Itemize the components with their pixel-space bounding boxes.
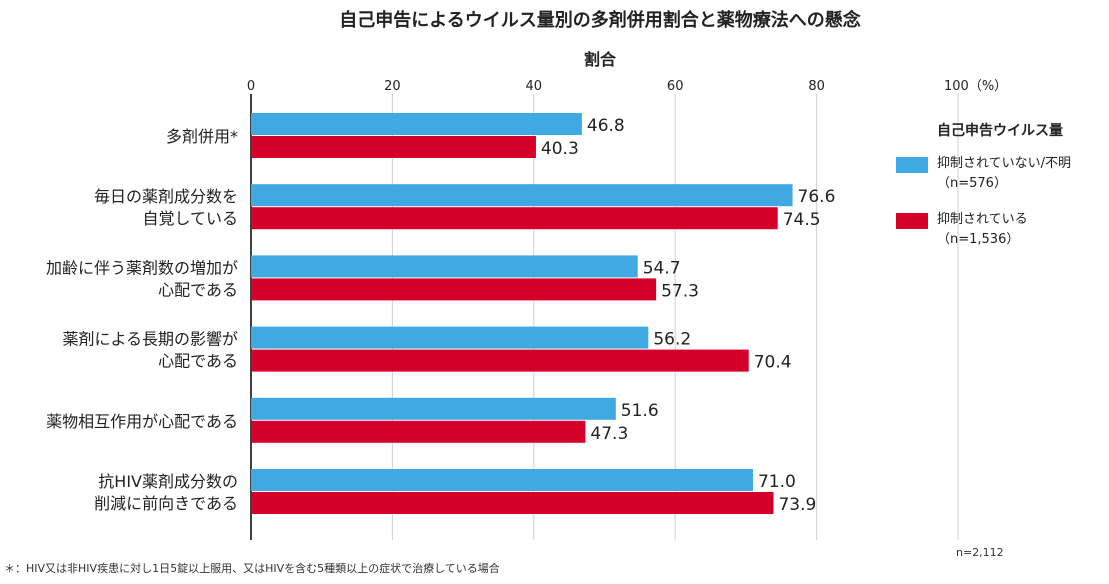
x-tick-label: 20 [384, 79, 401, 94]
category-label: 加齢に伴う薬剤数の増加が心配である [46, 258, 238, 299]
x-tick-label: 60 [667, 79, 684, 94]
x-tick-label: 0 [247, 79, 255, 94]
bar [251, 184, 793, 207]
bar [251, 255, 638, 278]
bar [251, 326, 649, 349]
legend: 自己申告ウイルス量 抑制されていない/不明 （n=576） 抑制されている （n… [896, 120, 1107, 266]
category-label: 毎日の薬剤成分数を自覚している [94, 187, 238, 228]
bar [251, 207, 778, 230]
category-label: 薬物相互作用が心配である [46, 412, 238, 431]
category-label: 多剤併用* [166, 127, 238, 146]
bar [251, 278, 657, 301]
data-label: 54.7 [643, 258, 681, 278]
legend-item-suppressed: 抑制されている （n=1,536） [896, 210, 1107, 250]
data-label: 74.5 [783, 210, 821, 230]
data-label: 70.4 [754, 353, 792, 373]
data-label: 73.9 [778, 495, 816, 515]
bar [251, 136, 536, 158]
bar [251, 469, 753, 491]
bar [251, 397, 616, 420]
legend-item-unsuppressed: 抑制されていない/不明 （n=576） [896, 154, 1107, 194]
x-tick-label: 40 [526, 79, 543, 94]
data-label: 47.3 [590, 424, 628, 444]
bar [251, 113, 582, 135]
category-label: 抗HIV薬剤成分数の削減に前向きである [94, 472, 238, 513]
x-tick-label: 80 [808, 79, 825, 94]
data-label: 71.0 [758, 472, 796, 492]
footnote: ＊：HIV又は非HIV疾患に対し1日5錠以上服用、又はHIVを含む5種類以上の症… [4, 562, 500, 575]
data-label: 57.3 [661, 281, 699, 301]
sample-size: n=2,112 [956, 546, 1004, 559]
legend-title: 自己申告ウイルス量 [937, 123, 1063, 139]
x-axis-title: 割合 [583, 50, 616, 69]
x-tick-label: 100（%） [944, 79, 1007, 94]
data-label: 76.6 [798, 187, 836, 207]
bar [251, 492, 774, 514]
chart-title: 自己申告によるウイルス量別の多剤併用割合と薬物療法への懸念 [339, 10, 861, 31]
legend-swatch-unsuppressed [896, 157, 928, 173]
legend-swatch-suppressed [896, 213, 928, 229]
bar [251, 349, 749, 372]
legend-label-suppressed: 抑制されている （n=1,536） [937, 212, 1028, 247]
data-label: 56.2 [653, 330, 691, 350]
data-label: 51.6 [621, 401, 659, 421]
category-label: 薬剤による長期の影響が心配である [62, 330, 238, 371]
bar [251, 420, 586, 443]
data-label: 46.8 [587, 116, 625, 136]
data-label: 40.3 [541, 139, 579, 159]
legend-label-unsuppressed: 抑制されていない/不明 （n=576） [937, 156, 1071, 191]
